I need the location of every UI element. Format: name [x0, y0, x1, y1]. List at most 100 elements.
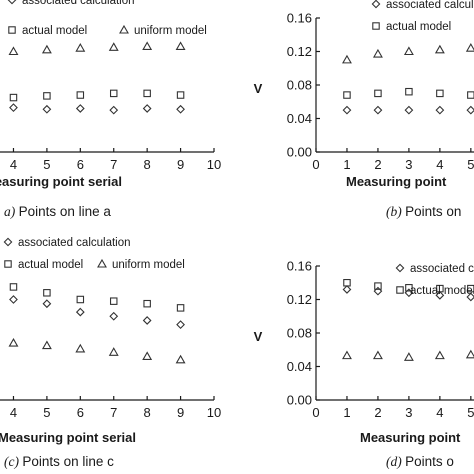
- data-point: [436, 284, 444, 293]
- x-tick-label: 2: [374, 157, 381, 172]
- legend-label: associated calculation: [18, 237, 131, 249]
- caption-text: Points on line a: [19, 204, 112, 219]
- caption-letter: (b): [386, 204, 405, 219]
- x-tick-label: 7: [110, 157, 117, 172]
- x-tick-label: 1: [343, 405, 350, 420]
- data-point: [43, 92, 51, 100]
- data-point: [41, 340, 52, 350]
- data-point: [143, 299, 151, 308]
- x-tick-label: 0: [312, 405, 319, 420]
- x-tick-label: 10: [207, 405, 221, 420]
- x-tick-label: 0: [312, 157, 319, 172]
- caption-text: Points o: [405, 454, 454, 469]
- legend-label: actual model: [410, 285, 474, 297]
- caption-letter: (c): [4, 454, 22, 469]
- y-axis-label: V: [254, 329, 263, 344]
- legend-marker-diamond: [7, 0, 17, 5]
- data-point: [176, 91, 185, 99]
- caption-text: Points on line c: [22, 454, 114, 469]
- data-point: [434, 44, 445, 54]
- x-tick-label: 6: [77, 157, 84, 172]
- data-point: [342, 54, 352, 64]
- data-point: [9, 283, 18, 291]
- series-square: [9, 283, 185, 312]
- data-point: [372, 350, 383, 360]
- y-tick-label: 0.08: [287, 326, 312, 341]
- x-tick-label: 4: [436, 157, 443, 172]
- legend-label: actual model: [22, 25, 87, 37]
- legend-marker-diamond: [395, 263, 405, 273]
- series-square: [343, 278, 474, 293]
- data-point: [403, 352, 414, 361]
- legend-marker-diamond: [371, 0, 381, 9]
- data-point: [435, 290, 445, 300]
- series-diamond: [9, 295, 185, 330]
- legend-marker-triangle: [119, 24, 129, 34]
- data-point: [342, 105, 352, 115]
- caption-letter: (d): [386, 454, 405, 469]
- legend-label: associated calculation: [410, 263, 474, 275]
- data-point: [142, 316, 152, 325]
- y-tick-label: 0.12: [287, 292, 312, 307]
- data-point: [175, 354, 186, 364]
- data-point: [403, 46, 414, 56]
- data-point: [436, 89, 444, 98]
- x-axis-label: Measuring point: [346, 174, 447, 189]
- data-point: [374, 89, 382, 98]
- y-tick-label: 0.16: [287, 259, 312, 274]
- panel-caption: (d) Points o: [386, 454, 454, 469]
- y-tick-label: 0.04: [287, 359, 312, 374]
- data-point: [9, 295, 18, 304]
- data-point: [175, 41, 186, 51]
- series-triangle: [8, 337, 186, 364]
- series-diamond: [342, 285, 474, 302]
- data-point: [467, 284, 474, 293]
- data-point: [108, 42, 119, 51]
- legend-marker-diamond: [3, 237, 13, 247]
- data-point: [8, 337, 19, 347]
- series-square: [9, 89, 185, 102]
- x-tick-label: 2: [374, 405, 381, 420]
- data-point: [343, 91, 351, 99]
- panel-caption: (b) Points on: [386, 204, 461, 219]
- series-triangle: [342, 349, 474, 361]
- x-tick-label: 5: [43, 157, 50, 172]
- data-point: [142, 351, 153, 360]
- data-point: [76, 295, 85, 304]
- legend-marker-square: [4, 260, 12, 268]
- data-point: [373, 286, 383, 296]
- y-tick-label: 0.16: [287, 11, 312, 26]
- data-point: [142, 41, 153, 51]
- x-tick-label: 4: [10, 157, 17, 172]
- y-tick-label: 0.08: [287, 78, 312, 93]
- x-axis-label: Measuring point serial: [0, 174, 122, 189]
- x-axis-label: Measuring point: [360, 430, 461, 445]
- x-tick-label: 9: [177, 405, 184, 420]
- legend-label: associated calculation: [386, 0, 474, 11]
- series-square: [343, 87, 474, 99]
- legend-label: actual model: [386, 21, 451, 33]
- data-point: [109, 105, 119, 115]
- caption-text: Points on: [405, 204, 461, 219]
- data-point: [75, 307, 85, 317]
- legend-marker-triangle: [97, 258, 107, 268]
- data-point: [8, 46, 19, 56]
- data-point: [75, 104, 85, 113]
- data-point: [405, 87, 413, 96]
- y-tick-label: 0.12: [287, 44, 312, 59]
- y-tick-label: 0.00: [287, 145, 312, 160]
- x-tick-label: 4: [10, 405, 17, 420]
- data-point: [465, 43, 474, 52]
- data-point: [109, 311, 119, 321]
- data-point: [76, 91, 85, 99]
- legend-marker-square: [8, 26, 16, 34]
- data-point: [372, 48, 383, 58]
- data-point: [404, 105, 414, 115]
- x-axis-label: Measuring point serial: [0, 430, 136, 445]
- data-point: [109, 89, 118, 98]
- x-tick-label: 3: [405, 405, 412, 420]
- chart-panel-c: 4 5 6 7 8 9 10 Measuring point serial associated…: [0, 237, 221, 469]
- data-point: [343, 278, 351, 287]
- data-point: [42, 104, 52, 114]
